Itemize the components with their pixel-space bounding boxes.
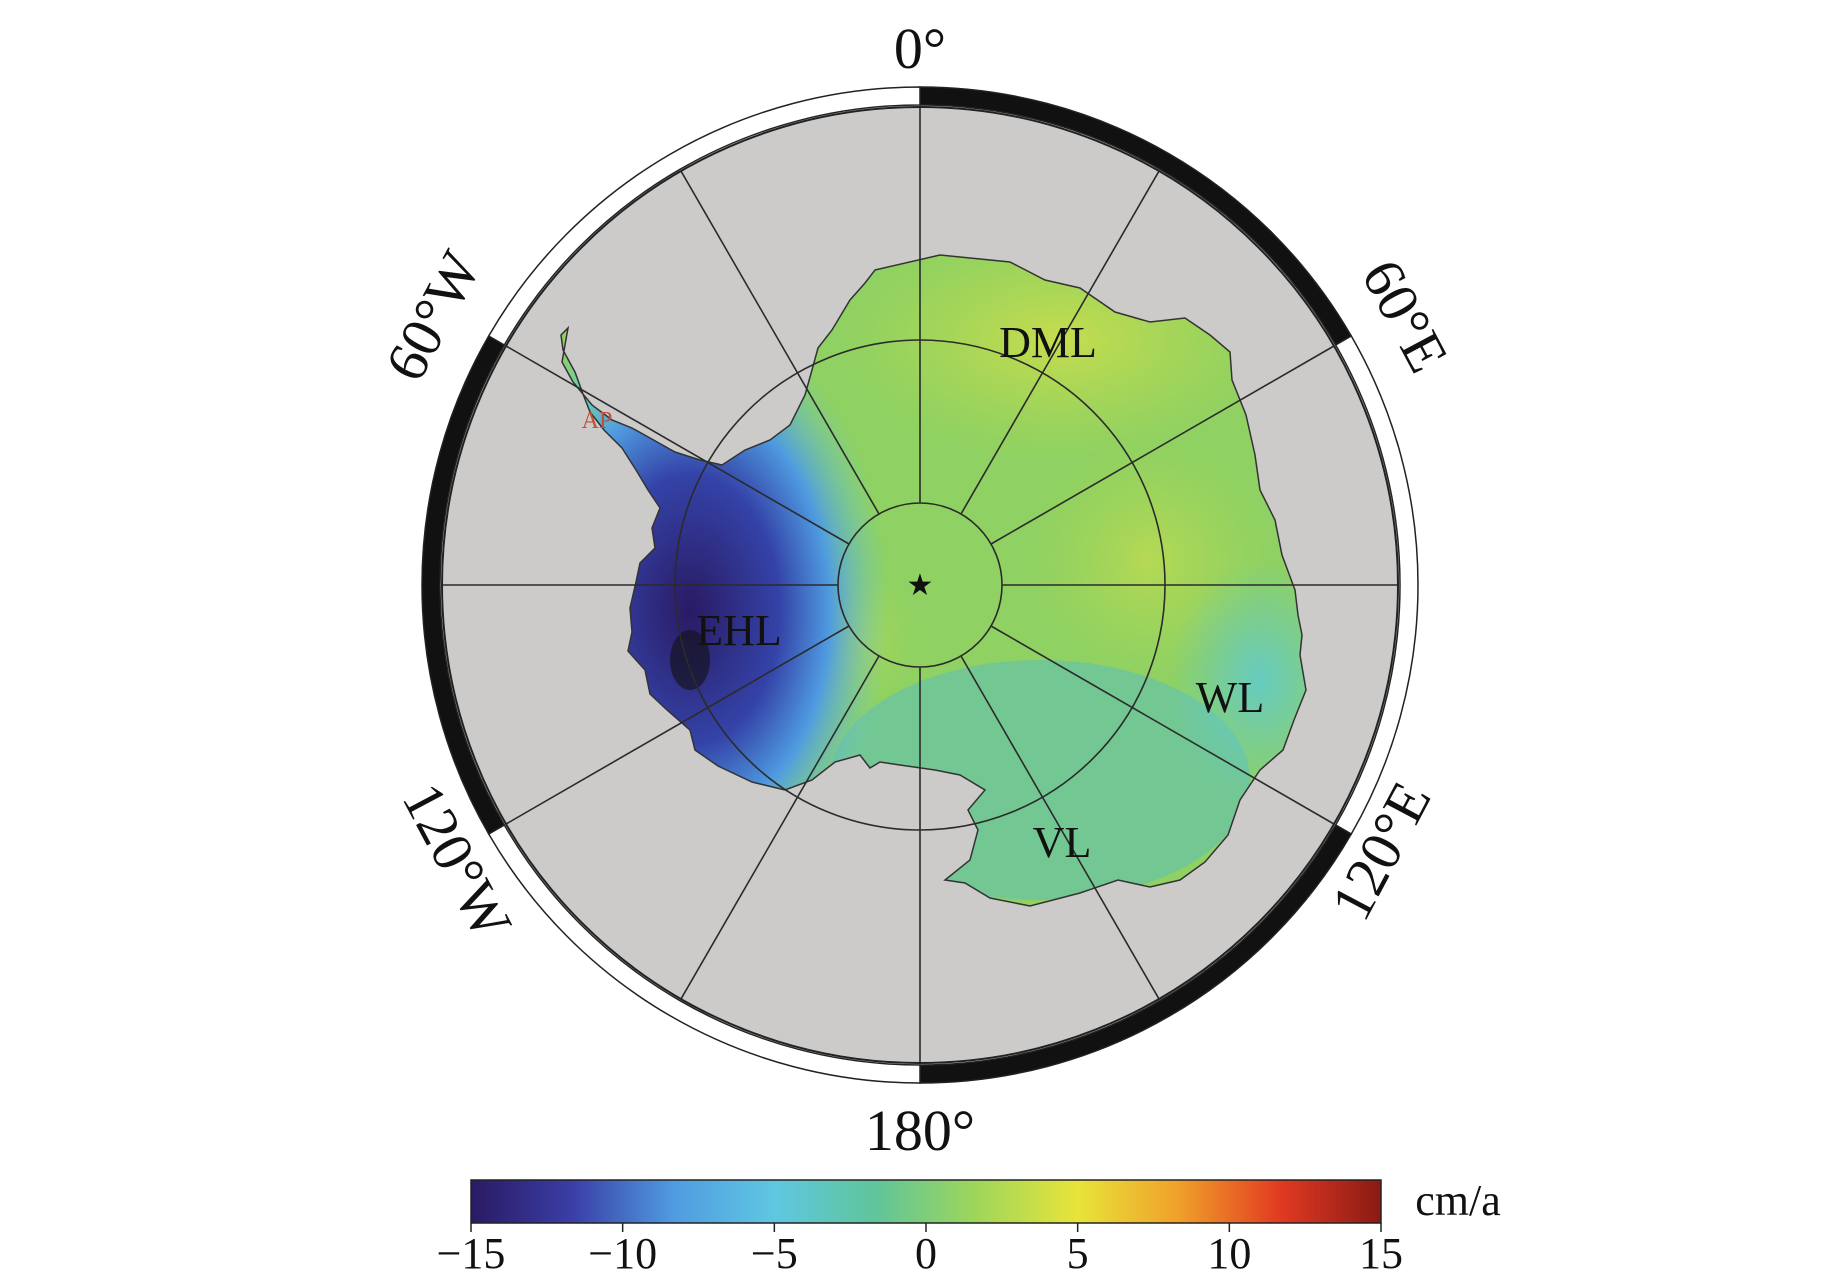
region-label-wl: WL xyxy=(1196,673,1264,722)
graticule xyxy=(442,107,1398,1063)
region-label-dml: DML xyxy=(999,318,1097,367)
longitude-frame xyxy=(421,86,1419,1084)
colorbar: cm/a −15 −10 −5 0 5 10 15 xyxy=(437,1176,1501,1276)
meridian-line xyxy=(505,625,850,825)
colorbar-gradient xyxy=(470,1179,1382,1224)
meridian-line xyxy=(960,170,1160,515)
frame-segment xyxy=(487,86,921,347)
map-boundary xyxy=(441,106,1399,1064)
colorbar-tick-label: −10 xyxy=(588,1229,657,1276)
colorbar-tick-label: 5 xyxy=(1067,1229,1089,1276)
colorbar-tick-label: −15 xyxy=(437,1229,506,1276)
meridian-line xyxy=(680,170,880,515)
colorbar-tick-label: −5 xyxy=(751,1229,798,1276)
meridian-line xyxy=(990,625,1335,825)
label-lon-180: 180° xyxy=(865,1098,975,1163)
region-label-ehl: EHL xyxy=(696,606,782,655)
region-label-ap: AP xyxy=(582,408,613,434)
meridian-line xyxy=(990,345,1335,545)
colorbar-unit: cm/a xyxy=(1415,1176,1501,1225)
meridian-line xyxy=(505,345,850,545)
colorbar-tick-label: 10 xyxy=(1207,1229,1251,1276)
colorbar-tick-label: 0 xyxy=(915,1229,937,1276)
south-pole-star-icon: ★ xyxy=(907,569,934,602)
region-label-vl: VL xyxy=(1033,818,1092,867)
label-lon-0: 0° xyxy=(894,16,946,81)
meridian-line xyxy=(960,655,1160,1000)
meridian-line xyxy=(680,655,880,1000)
colorbar-tick-label: 15 xyxy=(1359,1229,1403,1276)
